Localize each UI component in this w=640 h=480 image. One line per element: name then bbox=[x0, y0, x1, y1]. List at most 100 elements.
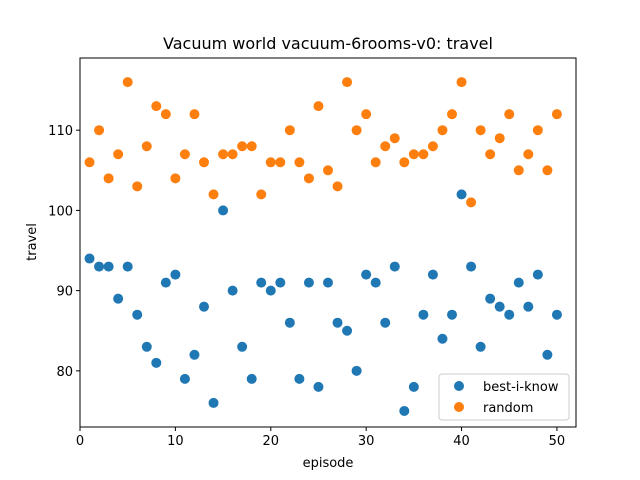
point-best-i-know-39 bbox=[447, 309, 457, 320]
legend-label-random: random bbox=[483, 401, 533, 416]
point-random-40 bbox=[456, 77, 467, 88]
point-random-11 bbox=[179, 149, 190, 160]
point-random-33 bbox=[389, 133, 400, 144]
point-random-5 bbox=[122, 77, 133, 88]
point-best-i-know-27 bbox=[332, 317, 343, 328]
point-best-i-know-8 bbox=[151, 357, 162, 368]
point-best-i-know-32 bbox=[380, 317, 391, 328]
point-random-44 bbox=[494, 133, 505, 144]
point-best-i-know-45 bbox=[504, 309, 515, 320]
point-random-20 bbox=[265, 157, 276, 168]
point-random-13 bbox=[199, 157, 209, 168]
point-best-i-know-3 bbox=[103, 261, 114, 272]
x-tick-label: 0 bbox=[76, 434, 84, 449]
point-random-6 bbox=[132, 181, 143, 192]
point-best-i-know-13 bbox=[199, 301, 209, 312]
point-best-i-know-21 bbox=[275, 277, 286, 288]
point-random-3 bbox=[103, 173, 114, 184]
point-best-i-know-38 bbox=[437, 333, 448, 344]
point-best-i-know-43 bbox=[485, 293, 496, 304]
point-best-i-know-41 bbox=[466, 261, 477, 272]
point-random-23 bbox=[294, 157, 305, 168]
point-random-34 bbox=[399, 157, 410, 168]
point-best-i-know-46 bbox=[513, 277, 524, 288]
x-tick-label: 10 bbox=[167, 434, 184, 449]
point-random-41 bbox=[466, 197, 477, 208]
point-best-i-know-30 bbox=[361, 269, 372, 280]
point-random-39 bbox=[447, 109, 457, 120]
point-best-i-know-7 bbox=[141, 341, 152, 352]
point-best-i-know-31 bbox=[370, 277, 381, 288]
point-best-i-know-17 bbox=[237, 341, 248, 352]
legend-marker-best-i-know bbox=[454, 381, 464, 391]
point-random-45 bbox=[504, 109, 515, 120]
point-random-31 bbox=[370, 157, 381, 168]
point-best-i-know-42 bbox=[475, 341, 486, 352]
point-random-32 bbox=[380, 141, 391, 152]
point-best-i-know-18 bbox=[246, 373, 257, 384]
point-best-i-know-36 bbox=[418, 309, 429, 320]
point-random-10 bbox=[170, 173, 181, 184]
y-axis: 80 90 100 110 bbox=[48, 124, 80, 380]
point-best-i-know-47 bbox=[523, 301, 534, 312]
point-random-14 bbox=[208, 189, 219, 200]
point-best-i-know-14 bbox=[208, 397, 219, 408]
point-random-30 bbox=[361, 109, 372, 120]
point-random-9 bbox=[160, 109, 171, 120]
point-best-i-know-44 bbox=[494, 301, 505, 312]
point-random-21 bbox=[275, 157, 286, 168]
legend-box bbox=[438, 373, 570, 421]
point-random-36 bbox=[418, 149, 429, 160]
data-points bbox=[84, 77, 562, 416]
point-best-i-know-48 bbox=[532, 269, 543, 280]
point-best-i-know-4 bbox=[113, 293, 124, 304]
legend: best-i-know random bbox=[438, 373, 570, 421]
point-best-i-know-25 bbox=[313, 381, 324, 392]
point-best-i-know-33 bbox=[389, 261, 400, 272]
point-best-i-know-35 bbox=[408, 381, 419, 392]
point-best-i-know-49 bbox=[542, 349, 553, 360]
legend-label-best-i-know: best-i-know bbox=[483, 380, 559, 395]
point-random-19 bbox=[256, 189, 267, 200]
point-best-i-know-16 bbox=[227, 285, 238, 296]
point-random-28 bbox=[342, 77, 353, 88]
y-tick-label: 90 bbox=[56, 285, 73, 300]
point-random-2 bbox=[94, 125, 105, 136]
point-best-i-know-22 bbox=[284, 317, 295, 328]
x-tick-label: 20 bbox=[262, 434, 279, 449]
point-random-48 bbox=[532, 125, 543, 136]
point-best-i-know-9 bbox=[160, 277, 171, 288]
point-random-29 bbox=[351, 125, 362, 136]
point-best-i-know-50 bbox=[551, 309, 562, 320]
point-best-i-know-19 bbox=[256, 277, 267, 288]
point-random-18 bbox=[246, 141, 257, 152]
point-random-43 bbox=[485, 149, 496, 160]
chart-title: Vacuum world vacuum-6rooms-v0: travel bbox=[163, 34, 493, 53]
point-random-47 bbox=[523, 149, 534, 160]
x-tick-label: 50 bbox=[549, 434, 566, 449]
point-best-i-know-37 bbox=[427, 269, 438, 280]
point-random-4 bbox=[113, 149, 124, 160]
plot-area-frame bbox=[79, 57, 577, 428]
point-random-12 bbox=[189, 109, 200, 120]
point-random-50 bbox=[551, 109, 562, 120]
point-random-38 bbox=[437, 125, 448, 136]
point-random-24 bbox=[303, 173, 314, 184]
point-best-i-know-20 bbox=[265, 285, 276, 296]
point-random-49 bbox=[542, 165, 553, 176]
point-best-i-know-6 bbox=[132, 309, 143, 320]
point-best-i-know-29 bbox=[351, 365, 362, 376]
point-best-i-know-24 bbox=[303, 277, 314, 288]
point-random-7 bbox=[141, 141, 152, 152]
point-best-i-know-34 bbox=[399, 405, 410, 416]
point-random-42 bbox=[475, 125, 486, 136]
y-tick-label: 100 bbox=[48, 204, 73, 219]
point-random-16 bbox=[227, 149, 238, 160]
point-random-8 bbox=[151, 101, 162, 112]
point-best-i-know-10 bbox=[170, 269, 181, 280]
y-tick-label: 80 bbox=[56, 365, 73, 380]
point-random-1 bbox=[84, 157, 95, 168]
point-best-i-know-5 bbox=[122, 261, 133, 272]
x-axis-label: episode bbox=[303, 456, 354, 471]
